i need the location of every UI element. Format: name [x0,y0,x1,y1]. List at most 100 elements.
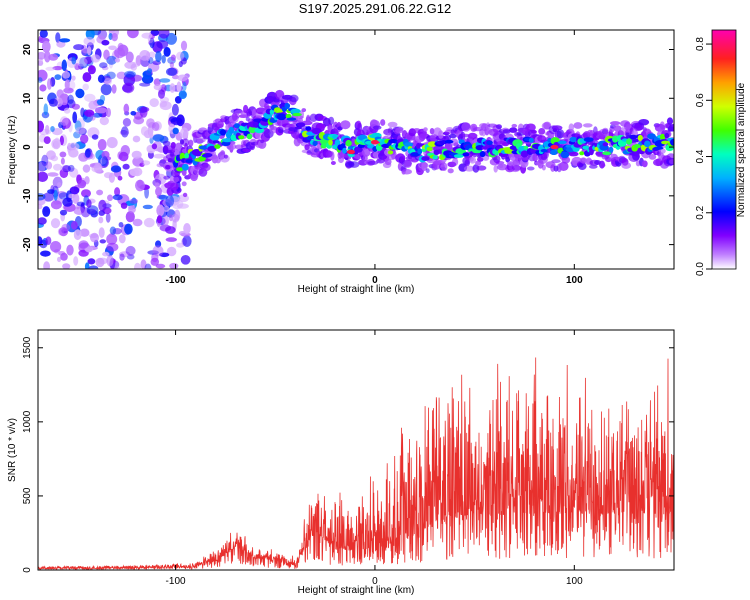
heatmap-halo-cell [551,125,563,131]
heatmap-noise-cell [38,171,48,182]
heatmap-noise-cell [88,100,98,110]
heatmap-noise-cell [67,193,76,199]
heatmap-halo-cell [511,165,522,171]
heatmap-noise-cell [101,156,108,167]
heatmap-noise-cell [155,51,162,63]
heatmap-halo-cell [648,154,657,160]
heatmap-noise-cell [172,127,179,135]
heatmap-halo-cell [666,153,674,161]
heatmap-halo-cell [163,175,171,180]
heatmap-halo-cell [469,156,476,164]
heatmap-ridge-cell [332,134,338,140]
heatmap-ridge-cell [371,132,382,138]
heatmap-ridge-cell [312,140,318,146]
heatmap-noise-cell [100,83,112,96]
heatmap-ridge-cell [202,153,213,158]
heatmap-halo-cell [170,182,179,191]
heatmap-noise-cell [140,126,149,136]
heatmap-halo-cell [477,157,484,162]
heatmap-ridge-cell [221,141,231,147]
heatmap-halo-cell [459,133,471,138]
heatmap-noise-cell [69,167,79,178]
heatmap-noise-cell [97,257,109,265]
heatmap-noise-cell [76,57,88,67]
heatmap-halo-cell [583,123,593,128]
heatmap-noise-cell [47,78,52,90]
heatmap-ridge-cell [565,144,573,148]
heatmap-noise-cell [120,126,129,138]
heatmap-halo-cell [181,138,190,147]
heatmap-halo-cell [330,151,335,161]
heatmap-noise-cell [44,50,51,63]
heatmap-noise-cell [119,253,125,261]
heatmap-noise-cell [149,37,155,49]
heatmap-noise-cell [180,127,189,139]
heatmap-noise-cell [130,63,137,71]
heatmap-halo-cell [619,127,627,137]
heatmap-noise-cell [59,116,69,126]
heatmap-noise-cell [67,142,80,151]
heatmap-ridge-cell [462,152,470,157]
snr-y-tick-label: 1500 [22,336,33,359]
heatmap-noise-cell [38,77,43,83]
heatmap-halo-cell [496,163,508,171]
heatmap-ridge-cell [421,156,430,162]
heatmap-noise-cell [47,172,59,177]
heatmap-ridge-cell [286,117,297,121]
heatmap-noise-cell [87,258,96,265]
heatmap-halo-cell [162,140,171,147]
heatmap-ridge-cell [228,126,235,135]
heatmap-noise-cell [59,135,64,146]
heatmap-halo-cell [541,164,546,171]
heatmap-halo-cell [372,125,382,130]
heatmap-noise-cell [73,206,85,215]
heatmap-noise-cell [39,84,47,92]
heatmap-halo-cell [367,160,379,165]
heatmap-noise-cell [182,192,188,198]
heatmap-noise-cell [99,239,107,244]
heatmap-noise-cell [56,89,64,99]
heatmap-ridge-cell [626,138,633,145]
heatmap-noise-cell [125,51,134,63]
heatmap-frame [37,29,675,270]
heatmap-noise-cell [125,245,136,256]
heatmap-noise-cell [73,229,82,241]
heatmap-noise-cell [141,32,153,39]
colorbar-tick-label: 0.2 [695,205,706,219]
heatmap-ridge-cell [246,133,253,140]
heatmap-noise-cell [152,134,165,142]
heatmap-ridge-cell [475,145,485,151]
heatmap-noise-cell [144,263,152,269]
heatmap-halo-cell [621,162,632,169]
heatmap-noise-cell [45,161,53,170]
heatmap-noise-cell [54,74,62,80]
heatmap-noise-cell [98,210,105,216]
heatmap-noise-cell [78,240,89,249]
heatmap-noise-cell [139,82,151,87]
heatmap-noise-cell [71,75,76,81]
heatmap-noise-cell [122,82,135,94]
heatmap-ridge-cell [427,141,437,148]
heatmap-ridge-cell [634,143,641,149]
heatmap-noise-cell [123,103,130,114]
heatmap-noise-cell [182,81,187,92]
heatmap-noise-cell [106,107,111,118]
heatmap-y-tick-label: 20 [22,44,33,56]
heatmap-noise-cell [50,200,62,210]
heatmap-ridge-cell [176,167,184,172]
heatmap-halo-cell [328,116,335,125]
heatmap-noise-cell [83,36,95,46]
heatmap-halo-cell [641,160,648,168]
heatmap-y-tick-label: 0 [22,144,33,150]
heatmap-halo-cell [421,161,428,171]
colorbar-tick-label: 0.6 [695,93,706,107]
heatmap-noise-cell [159,78,171,83]
heatmap-halo-cell [589,164,598,169]
heatmap-noise-cell [42,192,55,202]
heatmap-noise-cell [153,84,162,91]
heatmap-ridge-cell [342,147,347,154]
heatmap-noise-cell [176,81,182,92]
heatmap-halo-cell [532,153,538,162]
